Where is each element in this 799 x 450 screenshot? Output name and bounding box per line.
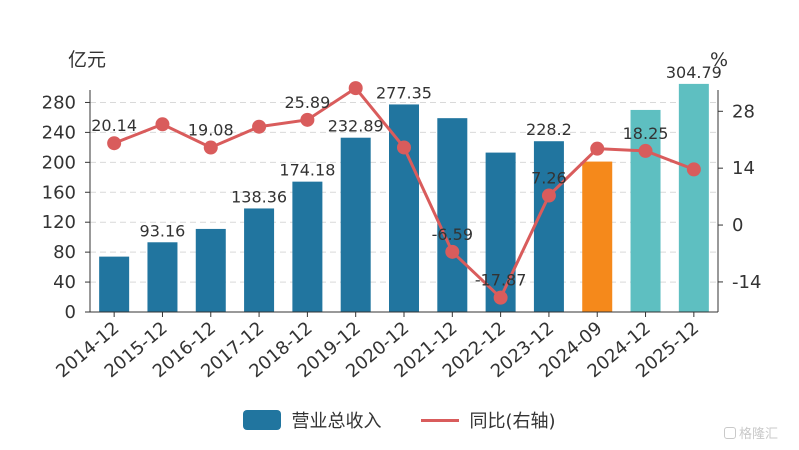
yoy-point-2019-12 — [348, 81, 363, 96]
bar-value-label: 174.18 — [279, 161, 335, 180]
yoy-point-2014-12 — [107, 136, 122, 151]
legend-revenue-label: 营业总收入 — [291, 411, 382, 432]
y-left-tick-label: 40 — [53, 272, 76, 293]
yoy-point-2025-12 — [686, 162, 701, 177]
y-left-tick-label: 240 — [42, 122, 76, 143]
yoy-point-2020-12 — [397, 140, 411, 155]
bar-2014-12 — [99, 256, 130, 312]
y-left-tick-label: 80 — [53, 242, 76, 263]
yoy-point-2017-12 — [252, 119, 267, 134]
y-right-tick-label: 14 — [732, 158, 755, 179]
legend-yoy-label: 同比(右轴) — [469, 411, 556, 432]
y-left-tick-label: 160 — [42, 182, 76, 203]
legend: 营业总收入 同比(右轴) — [0, 400, 799, 440]
yoy-point-2016-12 — [203, 140, 218, 155]
y-left-tick-label: 280 — [42, 92, 76, 113]
bar-2020-12 — [389, 104, 419, 312]
bar-2021-12 — [437, 118, 468, 312]
bar-2017-12 — [244, 208, 275, 312]
yoy-value-label: 25.89 — [284, 93, 330, 112]
bar-value-label: 228.2 — [526, 120, 572, 139]
bar-2019-12 — [340, 137, 371, 312]
y-right-tick-label: 28 — [732, 101, 755, 122]
legend-bar-swatch — [243, 410, 282, 430]
y-left-tick-label: 0 — [65, 302, 76, 323]
bar-value-label: 138.36 — [231, 187, 287, 206]
legend-line-swatch — [421, 418, 460, 422]
watermark-text: 格隆汇 — [739, 427, 779, 442]
legend-item-revenue[interactable]: 营业总收入 — [243, 407, 381, 433]
bar-2015-12 — [147, 242, 178, 312]
bar-2025-12 — [678, 83, 709, 312]
yoy-point-2023-12 — [541, 188, 556, 203]
bar-value-label: 93.16 — [140, 221, 186, 240]
revenue-chart: 04080120160200240280-14014282014-122015-… — [42, 49, 762, 382]
yoy-value-label: 20.14 — [91, 116, 137, 135]
bar-2022-12 — [485, 152, 516, 312]
data-labels: 93.16 138.36 174.18 232.89 277.35 228.2 304.79… — [91, 63, 722, 290]
bar-series — [99, 83, 709, 312]
bar-2023-12 — [533, 141, 564, 312]
yoy-point-2018-12 — [300, 112, 315, 127]
yoy-point-2024-09 — [590, 141, 605, 156]
yoy-point-2022-12 — [493, 290, 508, 305]
bar-2016-12 — [195, 228, 226, 312]
y-right-tick-label: 0 — [732, 215, 743, 236]
y-right-axis-title: % — [710, 49, 728, 71]
y-left-tick-label: 200 — [42, 152, 76, 173]
bar-2024-09 — [582, 161, 613, 312]
watermark-logo-icon — [724, 426, 736, 439]
y-left-tick-label: 120 — [42, 212, 76, 233]
yoy-point-2015-12 — [155, 117, 170, 132]
y-right-tick-label: -14 — [732, 272, 761, 293]
bar-2024-12 — [630, 109, 661, 312]
yoy-point-2024-12 — [638, 143, 653, 158]
y-left-axis-title: 亿元 — [68, 49, 106, 71]
bar-value-label: 232.89 — [328, 117, 384, 136]
yoy-value-label: 18.25 — [623, 124, 669, 143]
bar-value-label: 277.35 — [376, 83, 432, 102]
yoy-point-2021-12 — [445, 244, 460, 259]
yoy-value-label: 19.08 — [188, 121, 234, 140]
watermark: 格隆汇 — [724, 423, 778, 442]
legend-item-yoy[interactable]: 同比(右轴) — [421, 407, 556, 433]
yoy-value-label: 7.26 — [531, 169, 567, 188]
bar-2018-12 — [292, 181, 323, 312]
yoy-value-label: -17.87 — [475, 271, 527, 290]
bar-value-label: 304.79 — [666, 63, 722, 82]
line-series — [107, 81, 701, 305]
yoy-value-label: -6.59 — [432, 225, 473, 244]
